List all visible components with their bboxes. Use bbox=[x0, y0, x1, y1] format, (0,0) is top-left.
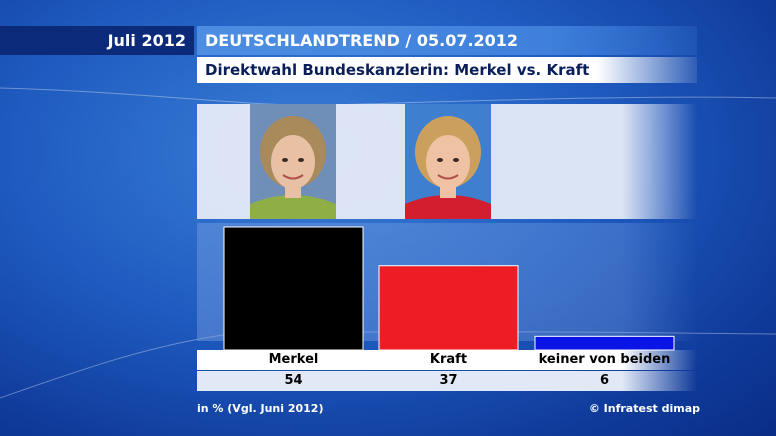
value-label: 6 bbox=[599, 373, 610, 388]
portrait-illustration bbox=[250, 104, 336, 219]
source-credit: © Infratest dimap bbox=[588, 402, 700, 415]
photo-kraft bbox=[405, 104, 491, 219]
category-label: keiner von beiden bbox=[538, 352, 671, 367]
photo-merkel bbox=[250, 104, 336, 219]
page-title: DEUTSCHLANDTREND / 05.07.2012 bbox=[197, 26, 697, 55]
footnote: in % (Vgl. Juni 2012) bbox=[197, 402, 324, 415]
value-label-row bbox=[197, 371, 697, 391]
category-label-row bbox=[197, 350, 697, 370]
value-label: 37 bbox=[439, 373, 458, 388]
chart-subtitle: Direktwahl Bundeskanzlerin: Merkel vs. K… bbox=[197, 57, 697, 83]
bar-keiner-von-beiden bbox=[534, 335, 675, 351]
portrait-illustration bbox=[405, 104, 491, 219]
bar-merkel bbox=[223, 226, 364, 351]
category-label: Kraft bbox=[429, 352, 468, 367]
category-label: Merkel bbox=[268, 352, 319, 367]
value-label: 54 bbox=[284, 373, 303, 388]
date-label: Juli 2012 bbox=[0, 26, 194, 55]
bar-kraft bbox=[378, 265, 519, 351]
